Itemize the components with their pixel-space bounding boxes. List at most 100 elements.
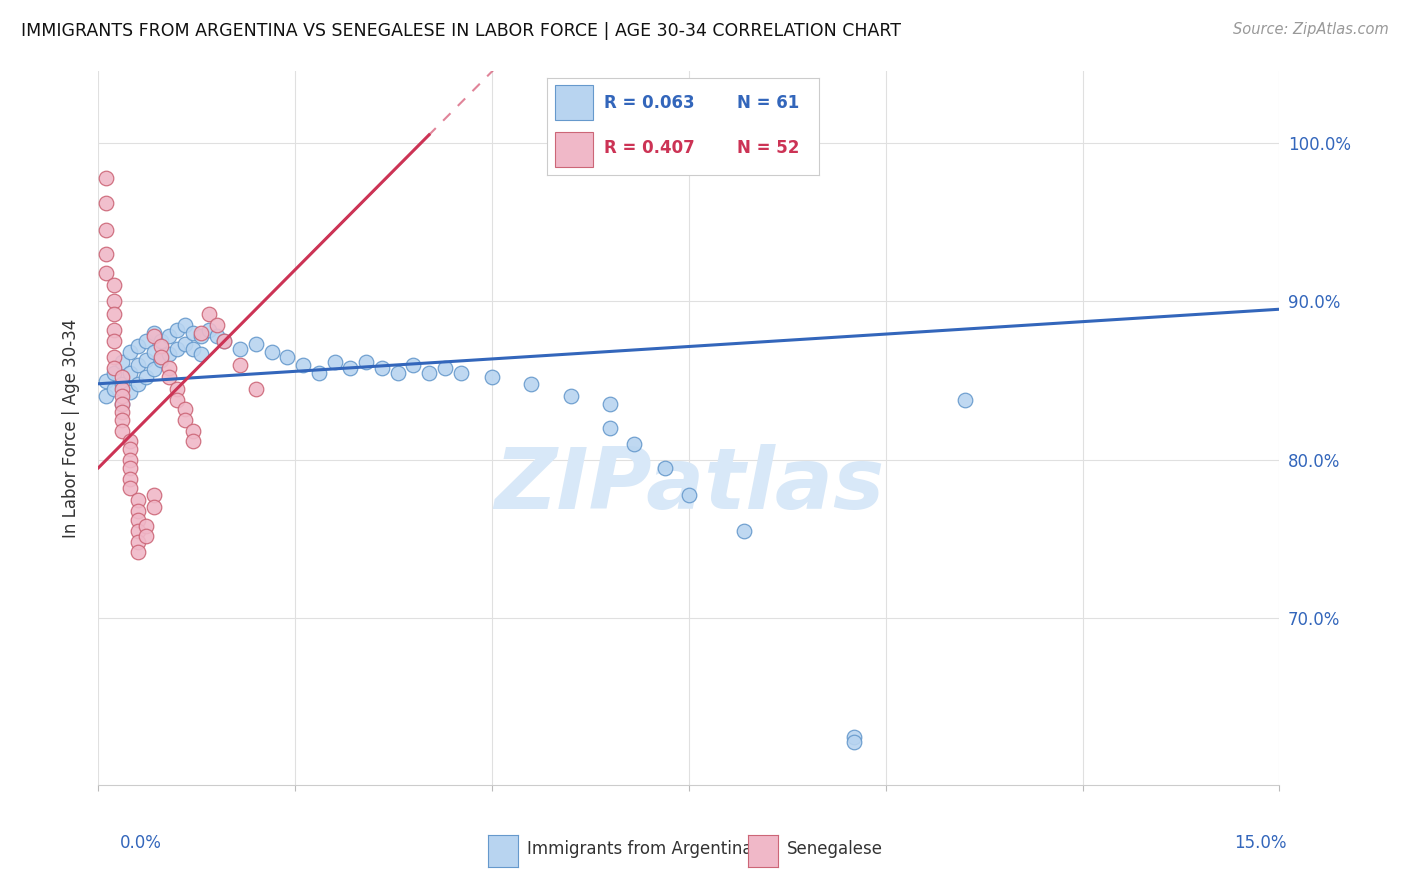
Point — [96, 170, 118, 185]
Point — [127, 358, 149, 372]
Point — [142, 488, 165, 502]
Point — [450, 366, 472, 380]
Point — [103, 334, 125, 348]
Text: Senegalese: Senegalese — [787, 840, 883, 858]
Point — [96, 246, 118, 260]
Point — [142, 362, 165, 376]
Point — [214, 334, 236, 348]
Point — [197, 307, 219, 321]
Point — [118, 482, 141, 496]
Point — [96, 389, 118, 403]
Point — [371, 360, 394, 375]
Point — [96, 223, 118, 237]
Point — [157, 360, 180, 375]
Point — [103, 307, 125, 321]
Point — [103, 323, 125, 337]
Point — [111, 425, 134, 439]
Point — [387, 366, 409, 380]
Text: Source: ZipAtlas.com: Source: ZipAtlas.com — [1233, 22, 1389, 37]
Point — [323, 354, 346, 368]
Point — [245, 382, 267, 396]
Point — [135, 519, 157, 533]
Point — [733, 524, 755, 539]
Point — [339, 360, 361, 375]
Point — [96, 196, 118, 211]
Point — [166, 323, 188, 337]
Point — [103, 278, 125, 293]
Point — [135, 334, 157, 348]
Point — [135, 529, 157, 543]
Point — [127, 376, 149, 391]
Point — [118, 384, 141, 399]
Point — [174, 318, 197, 332]
Point — [354, 354, 377, 368]
Point — [157, 370, 180, 384]
Point — [127, 535, 149, 549]
Point — [181, 434, 204, 448]
Point — [111, 382, 134, 396]
Point — [181, 342, 204, 356]
Point — [190, 329, 212, 343]
Point — [150, 353, 173, 368]
Point — [135, 370, 157, 384]
Point — [599, 421, 621, 435]
Point — [127, 545, 149, 559]
Point — [118, 366, 141, 380]
Point — [111, 413, 134, 427]
Point — [181, 425, 204, 439]
Point — [111, 397, 134, 411]
Point — [96, 374, 118, 388]
Point — [418, 366, 440, 380]
Point — [142, 329, 165, 343]
Point — [190, 326, 212, 340]
Point — [111, 376, 134, 391]
Point — [118, 472, 141, 486]
Point — [127, 513, 149, 527]
Text: 15.0%: 15.0% — [1234, 834, 1286, 852]
Text: 0.0%: 0.0% — [120, 834, 162, 852]
Point — [292, 358, 315, 372]
Point — [190, 346, 212, 360]
Point — [127, 503, 149, 517]
Point — [276, 350, 298, 364]
Point — [229, 358, 252, 372]
Point — [118, 442, 141, 456]
Point — [166, 392, 188, 407]
Point — [127, 492, 149, 507]
Point — [118, 453, 141, 467]
Point — [111, 354, 134, 368]
Point — [654, 460, 676, 475]
Y-axis label: In Labor Force | Age 30-34: In Labor Force | Age 30-34 — [62, 318, 80, 538]
Point — [174, 402, 197, 417]
Point — [111, 389, 134, 403]
Point — [260, 345, 283, 359]
Point — [103, 360, 125, 375]
Point — [245, 337, 267, 351]
Point — [205, 318, 228, 332]
Point — [111, 405, 134, 419]
Point — [174, 413, 197, 427]
Point — [623, 437, 645, 451]
Point — [150, 334, 173, 348]
Point — [308, 366, 330, 380]
Point — [953, 392, 976, 407]
Point — [127, 524, 149, 539]
Point — [150, 339, 173, 353]
Point — [111, 370, 134, 384]
Point — [520, 376, 543, 391]
Point — [96, 266, 118, 280]
Point — [103, 350, 125, 364]
Point — [103, 382, 125, 396]
Point — [181, 326, 204, 340]
Point — [560, 389, 582, 403]
Point — [599, 397, 621, 411]
Point — [118, 345, 141, 359]
Point — [205, 329, 228, 343]
Point — [481, 370, 503, 384]
Point — [118, 460, 141, 475]
Point — [844, 735, 866, 749]
Point — [174, 337, 197, 351]
Text: IMMIGRANTS FROM ARGENTINA VS SENEGALESE IN LABOR FORCE | AGE 30-34 CORRELATION C: IMMIGRANTS FROM ARGENTINA VS SENEGALESE … — [21, 22, 901, 40]
Point — [142, 500, 165, 515]
Point — [157, 329, 180, 343]
